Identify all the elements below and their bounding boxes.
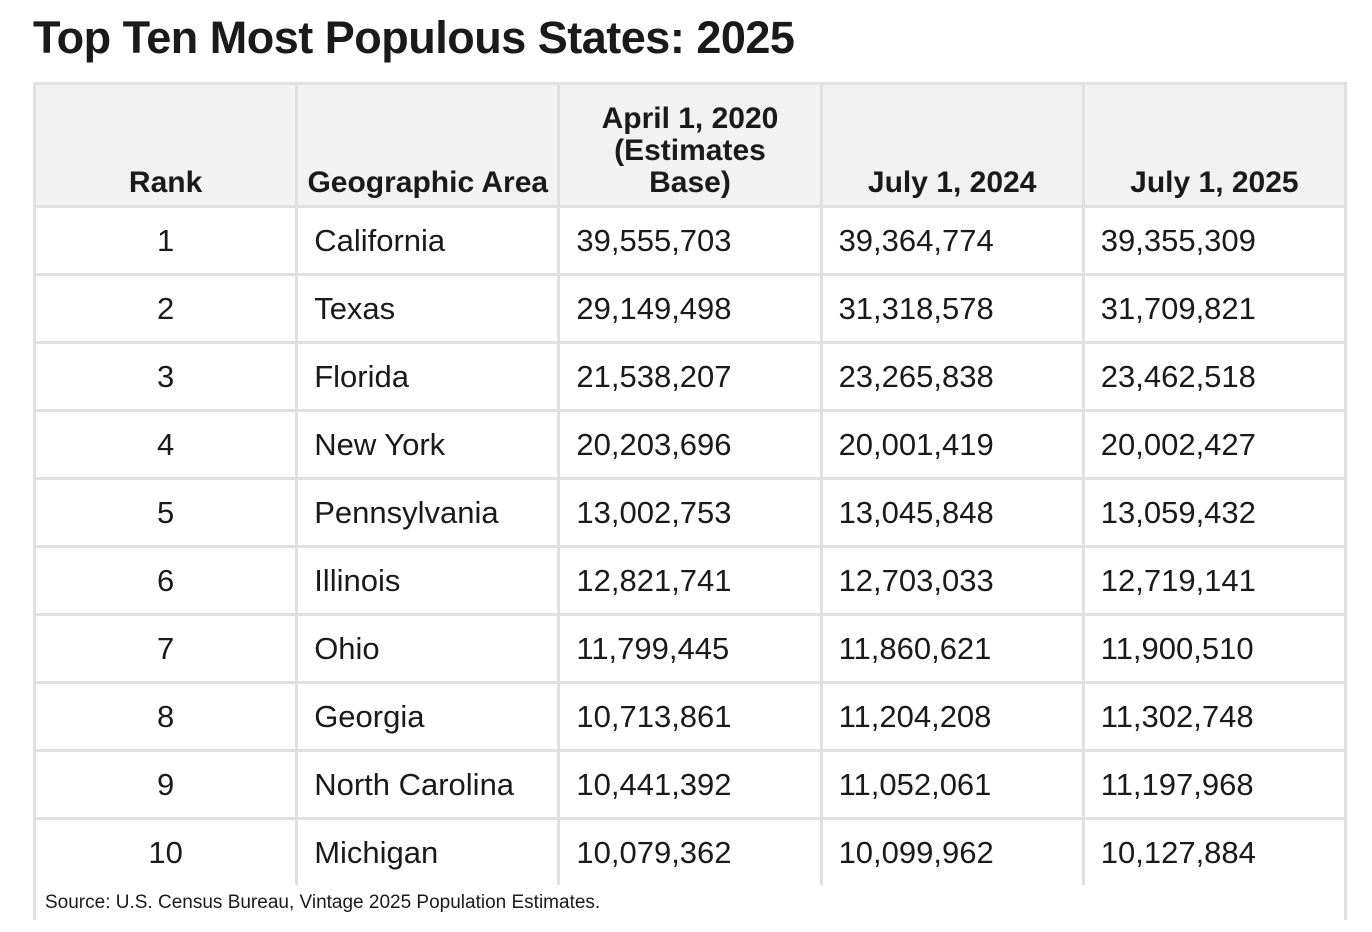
source-note: Source: U.S. Census Bureau, Vintage 2025… [36,885,1344,921]
header-july-2024: July 1, 2024 [822,85,1082,205]
cell-rank: 5 [36,480,296,545]
cell-rank: 3 [36,344,296,409]
cell-area: California [298,208,558,273]
cell-july-2024: 10,099,962 [822,820,1082,885]
cell-area: Georgia [298,684,558,749]
cell-rank: 1 [36,208,296,273]
cell-july-2024: 12,703,033 [822,548,1082,613]
cell-april-2020: 10,713,861 [560,684,820,749]
cell-july-2025: 23,462,518 [1084,344,1344,409]
cell-april-2020: 13,002,753 [560,480,820,545]
cell-july-2025: 11,302,748 [1084,684,1344,749]
cell-july-2024: 39,364,774 [822,208,1082,273]
cell-july-2024: 11,052,061 [822,752,1082,817]
population-table-container: Rank Geographic Area April 1, 2020 (Esti… [33,82,1347,921]
header-july-2025: July 1, 2025 [1084,85,1344,205]
cell-area: Ohio [298,616,558,681]
cell-july-2025: 11,900,510 [1084,616,1344,681]
table-row: 3 Florida 21,538,207 23,265,838 23,462,5… [36,344,1344,409]
cell-april-2020: 29,149,498 [560,276,820,341]
header-rank: Rank [36,85,296,205]
cell-rank: 8 [36,684,296,749]
table-row: 2 Texas 29,149,498 31,318,578 31,709,821 [36,276,1344,341]
table-row: 4 New York 20,203,696 20,001,419 20,002,… [36,412,1344,477]
cell-rank: 7 [36,616,296,681]
header-row: Rank Geographic Area April 1, 2020 (Esti… [36,85,1344,205]
page-title: Top Ten Most Populous States: 2025 [33,12,795,63]
cell-july-2025: 39,355,309 [1084,208,1344,273]
cell-july-2025: 13,059,432 [1084,480,1344,545]
cell-july-2024: 11,860,621 [822,616,1082,681]
table-row: 5 Pennsylvania 13,002,753 13,045,848 13,… [36,480,1344,545]
cell-rank: 6 [36,548,296,613]
cell-rank: 4 [36,412,296,477]
cell-area: New York [298,412,558,477]
cell-april-2020: 10,079,362 [560,820,820,885]
cell-july-2024: 11,204,208 [822,684,1082,749]
table-row: 6 Illinois 12,821,741 12,703,033 12,719,… [36,548,1344,613]
cell-july-2025: 12,719,141 [1084,548,1344,613]
table-row: 10 Michigan 10,079,362 10,099,962 10,127… [36,820,1344,885]
cell-area: Pennsylvania [298,480,558,545]
cell-april-2020: 20,203,696 [560,412,820,477]
cell-july-2024: 23,265,838 [822,344,1082,409]
cell-july-2024: 13,045,848 [822,480,1082,545]
cell-area: Florida [298,344,558,409]
table-row: 7 Ohio 11,799,445 11,860,621 11,900,510 [36,616,1344,681]
header-geographic-area: Geographic Area [298,85,558,205]
cell-april-2020: 21,538,207 [560,344,820,409]
cell-july-2025: 20,002,427 [1084,412,1344,477]
cell-july-2025: 10,127,884 [1084,820,1344,885]
header-april-2020: April 1, 2020 (Estimates Base) [560,85,820,205]
cell-rank: 10 [36,820,296,885]
cell-july-2024: 20,001,419 [822,412,1082,477]
cell-april-2020: 12,821,741 [560,548,820,613]
cell-area: North Carolina [298,752,558,817]
cell-rank: 2 [36,276,296,341]
cell-july-2025: 11,197,968 [1084,752,1344,817]
population-table: Rank Geographic Area April 1, 2020 (Esti… [33,82,1347,888]
table-header: Rank Geographic Area April 1, 2020 (Esti… [36,85,1344,205]
cell-july-2025: 31,709,821 [1084,276,1344,341]
cell-area: Michigan [298,820,558,885]
cell-april-2020: 11,799,445 [560,616,820,681]
table-row: 1 California 39,555,703 39,364,774 39,35… [36,208,1344,273]
table-row: 8 Georgia 10,713,861 11,204,208 11,302,7… [36,684,1344,749]
cell-area: Texas [298,276,558,341]
cell-rank: 9 [36,752,296,817]
table-body: 1 California 39,555,703 39,364,774 39,35… [36,208,1344,885]
cell-july-2024: 31,318,578 [822,276,1082,341]
cell-april-2020: 39,555,703 [560,208,820,273]
cell-april-2020: 10,441,392 [560,752,820,817]
table-row: 9 North Carolina 10,441,392 11,052,061 1… [36,752,1344,817]
cell-area: Illinois [298,548,558,613]
